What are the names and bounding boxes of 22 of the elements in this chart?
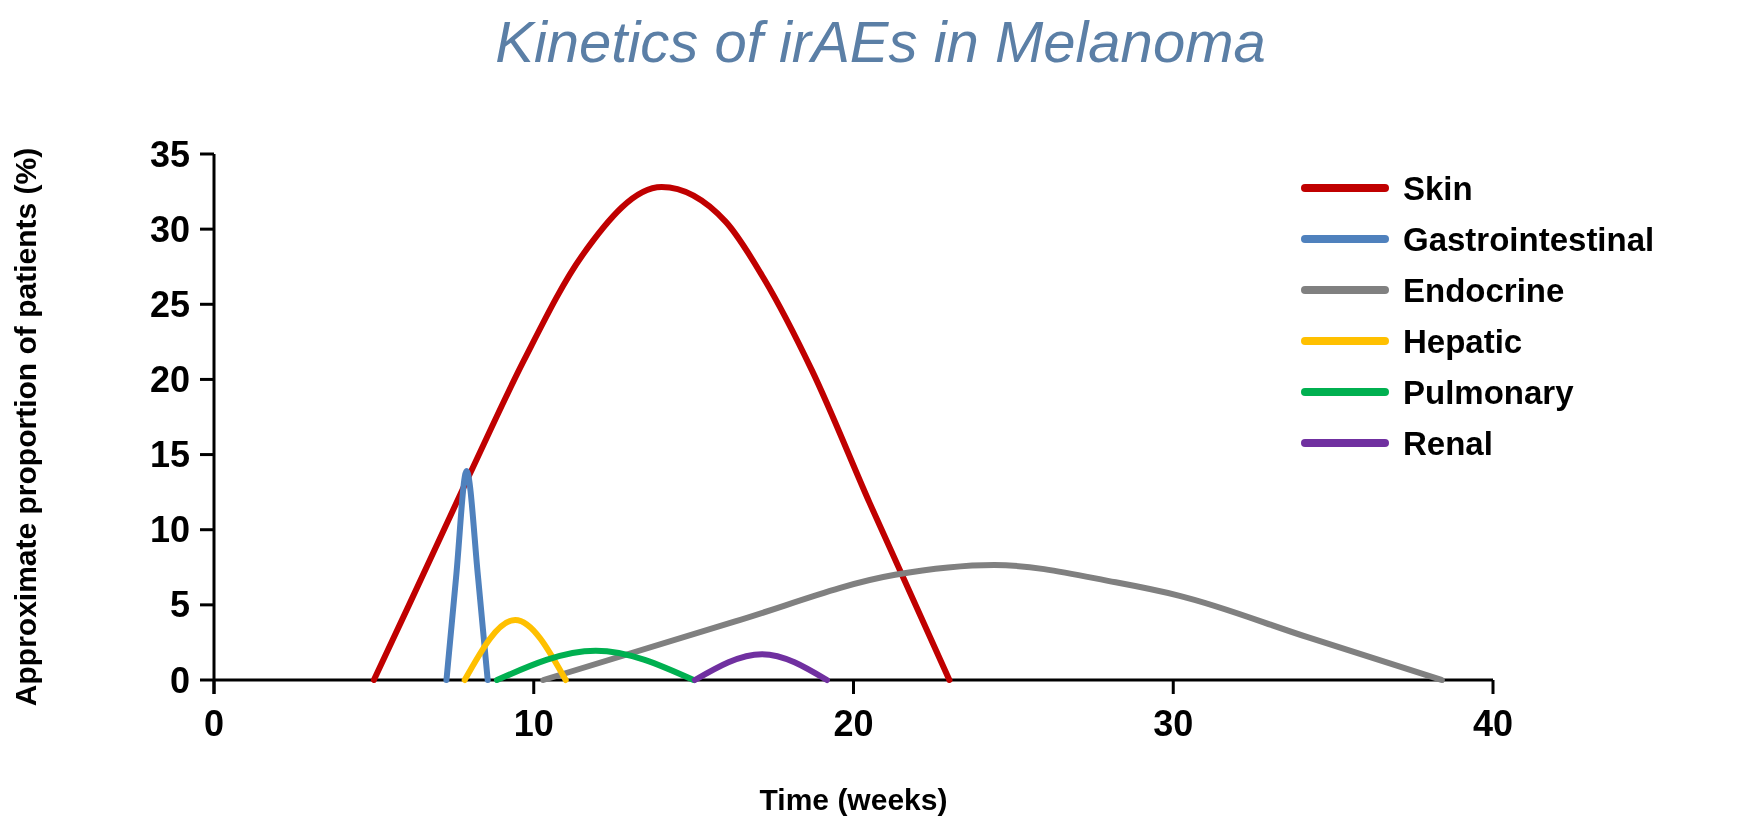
legend-label: Skin (1403, 169, 1473, 207)
legend-label: Hepatic (1403, 322, 1523, 360)
y-tick-label: 5 (169, 584, 190, 626)
x-tick-label: 30 (1153, 703, 1194, 744)
legend-label: Gastrointestinal (1403, 220, 1655, 258)
y-tick-label: 30 (149, 208, 190, 250)
y-tick-label: 15 (149, 434, 190, 476)
y-tick-label: 0 (169, 659, 190, 701)
legend-label: Renal (1403, 424, 1493, 462)
x-tick-label: 20 (833, 703, 874, 744)
y-tick-label: 10 (149, 509, 190, 551)
y-tick-label: 25 (149, 283, 190, 325)
legend-label: Pulmonary (1403, 373, 1575, 411)
x-tick-label: 10 (513, 703, 554, 744)
legend-label: Endocrine (1403, 271, 1565, 309)
x-axis-title: Time (weeks) (759, 783, 948, 816)
y-tick-label: 35 (149, 133, 190, 175)
chart-title: Kinetics of irAEs in Melanoma (495, 9, 1266, 74)
x-tick-label: 40 (1472, 703, 1514, 744)
y-axis-title: Approximate proportion of patients (%) (9, 147, 42, 707)
y-tick-label: 20 (149, 359, 190, 401)
x-tick-label: 0 (203, 703, 225, 744)
